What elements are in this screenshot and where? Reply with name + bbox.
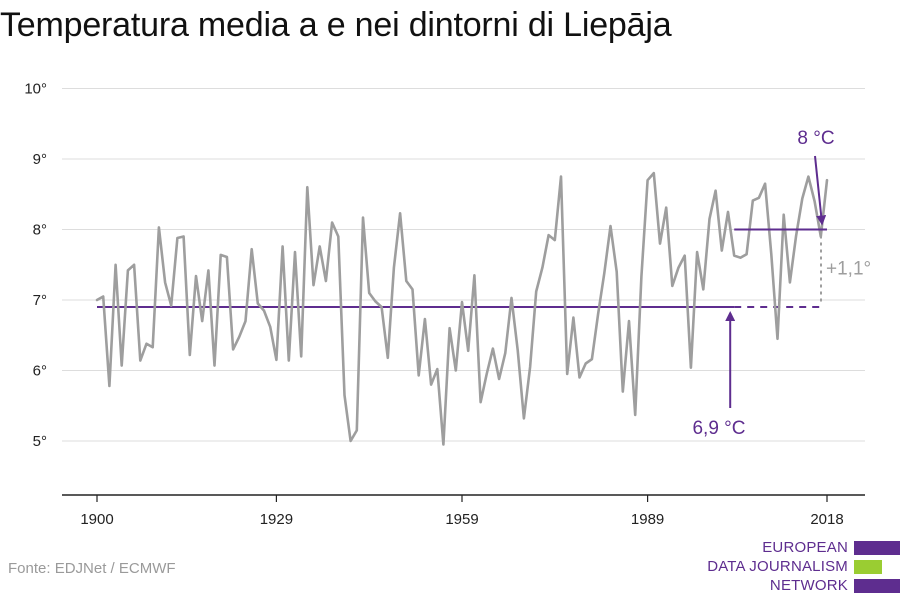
grid-lines bbox=[62, 88, 865, 442]
logo-bar-green bbox=[854, 560, 882, 574]
edjnet-logo: EUROPEAN DATA JOURNALISM NETWORK bbox=[700, 538, 900, 596]
baseline-label: 6,9 °C bbox=[692, 418, 745, 439]
x-tick-label: 1929 bbox=[260, 511, 293, 528]
y-tick-label: 6° bbox=[33, 363, 47, 380]
logo-bar-middle bbox=[854, 560, 900, 574]
chart-title: Temperatura media a e nei dintorni di Li… bbox=[0, 6, 672, 44]
y-tick-label: 10° bbox=[24, 81, 47, 98]
source-credit: Fonte: EDJNet / ECMWF bbox=[8, 560, 176, 577]
y-tick-label: 7° bbox=[33, 292, 47, 309]
y-tick-label: 8° bbox=[33, 222, 47, 239]
x-tick-label: 1900 bbox=[80, 511, 113, 528]
x-tick-label: 1959 bbox=[445, 511, 478, 528]
y-axis-tick-labels: 5° 6° 7° 8° 9° 10° bbox=[24, 81, 47, 451]
logo-line-1: EUROPEAN bbox=[762, 539, 848, 556]
chart: 5° 6° 7° 8° 9° 10° 1900 1929 1959 1989 2018 +1,1°… bbox=[24, 81, 871, 529]
annotations: +1,1° 8 °C 6,9 °C bbox=[692, 128, 871, 439]
x-tick-label: 2018 bbox=[810, 511, 843, 528]
y-tick-label: 9° bbox=[33, 151, 47, 168]
difference-label: +1,1° bbox=[826, 258, 871, 279]
recent-average-label: 8 °C bbox=[797, 128, 834, 149]
x-axis: 1900 1929 1959 1989 2018 bbox=[62, 494, 865, 528]
logo-bar-top bbox=[854, 541, 900, 555]
logo-line-2: DATA JOURNALISM bbox=[707, 558, 848, 575]
x-tick-label: 1989 bbox=[631, 511, 664, 528]
temperature-series-line bbox=[95, 171, 829, 446]
y-tick-label: 5° bbox=[33, 433, 47, 450]
logo-bar-bottom bbox=[854, 579, 900, 593]
logo-line-3: NETWORK bbox=[769, 577, 848, 594]
recent-average-arrow bbox=[814, 155, 827, 226]
